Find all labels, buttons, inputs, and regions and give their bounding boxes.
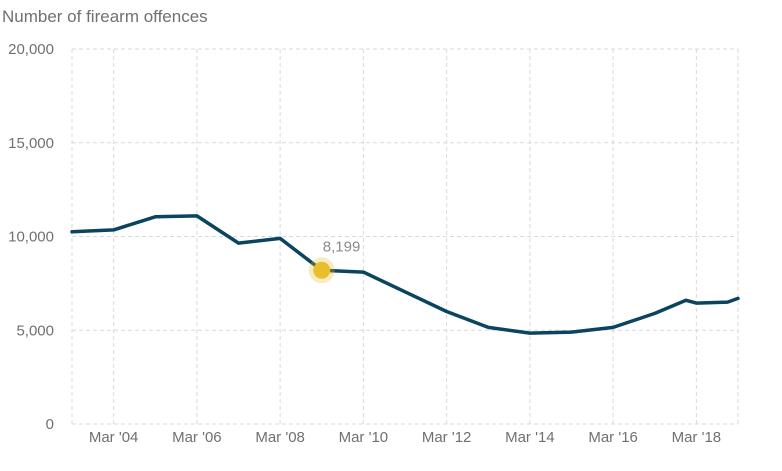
x-tick-label: Mar '12 xyxy=(422,429,472,446)
highlight-point[interactable] xyxy=(313,261,331,279)
x-tick-label: Mar '10 xyxy=(339,429,389,446)
x-tick-label: Mar '08 xyxy=(255,429,305,446)
y-tick-label: 15,000 xyxy=(8,135,54,152)
x-tick-label: Mar '04 xyxy=(89,429,139,446)
y-tick-label: 0 xyxy=(46,416,54,433)
x-tick-label: Mar '06 xyxy=(172,429,222,446)
y-gridlines xyxy=(72,48,738,425)
highlight-group: 8,199 xyxy=(308,238,361,284)
x-tick-label: Mar '18 xyxy=(672,429,722,446)
y-tick-label: 20,000 xyxy=(8,41,54,58)
x-tick-label: Mar '16 xyxy=(588,429,638,446)
x-axis-ticks: Mar '04 Mar '06 Mar '08 Mar '10 Mar '12 Mar '… xyxy=(89,429,721,446)
series-line xyxy=(70,214,740,335)
y-tick-label: 5,000 xyxy=(16,322,54,339)
y-tick-label: 10,000 xyxy=(8,229,54,246)
x-tick-label: Mar '14 xyxy=(505,429,555,446)
y-axis-title: Number of firearm offences xyxy=(2,7,208,26)
series-group xyxy=(70,214,740,335)
highlight-value-label: 8,199 xyxy=(323,238,361,255)
y-axis-ticks: 0 5,000 10,000 15,000 20,000 xyxy=(8,41,54,433)
